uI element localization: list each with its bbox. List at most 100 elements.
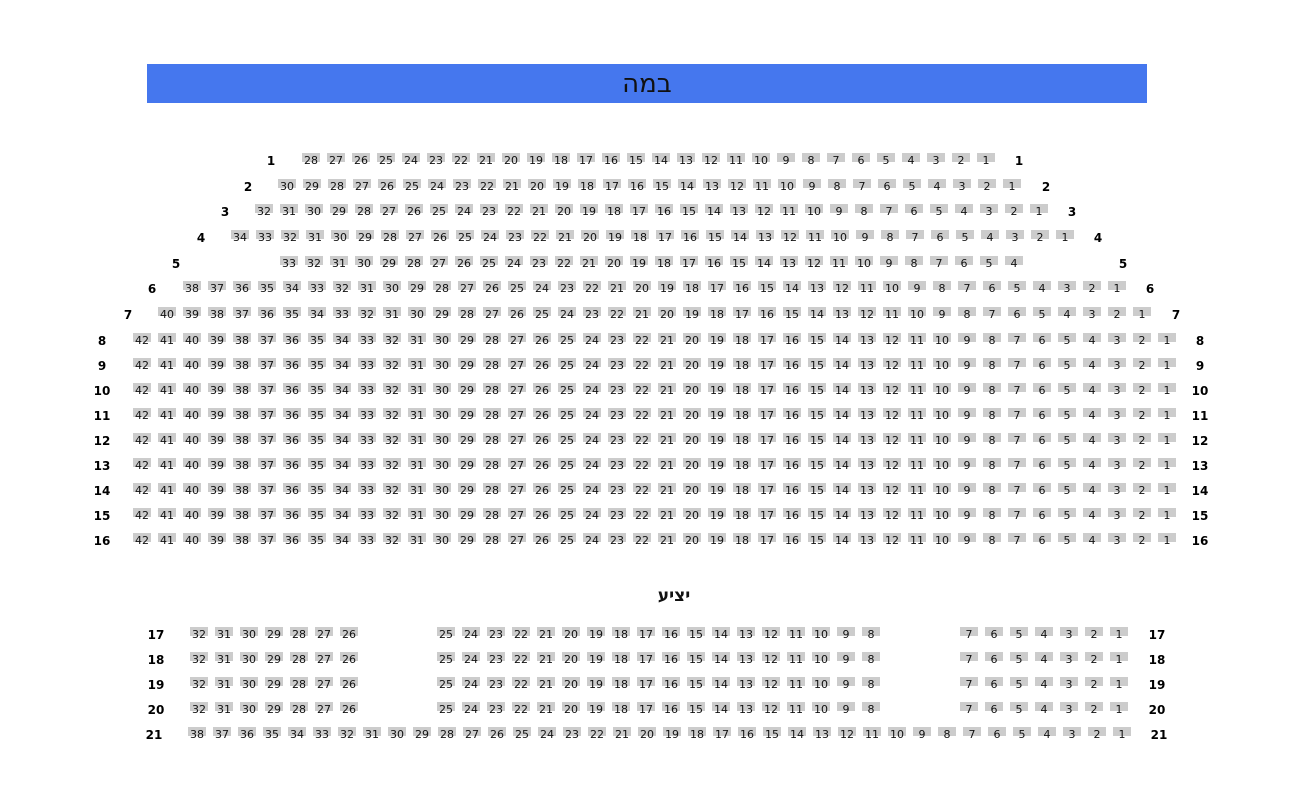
seat[interactable]: 38	[233, 358, 251, 374]
seat[interactable]: 26	[340, 627, 358, 643]
seat[interactable]: 30	[433, 483, 451, 499]
seat[interactable]: 38	[233, 383, 251, 399]
seat[interactable]: 27	[508, 383, 526, 399]
seat[interactable]: 16	[602, 153, 620, 169]
seat[interactable]: 28	[405, 256, 423, 272]
seat[interactable]: 14	[833, 508, 851, 524]
seat[interactable]: 33	[358, 533, 376, 549]
seat[interactable]: 12	[883, 408, 901, 424]
seat[interactable]: 26	[533, 408, 551, 424]
seat[interactable]: 36	[283, 383, 301, 399]
seat[interactable]: 33	[358, 358, 376, 374]
seat[interactable]: 9	[913, 727, 931, 743]
seat[interactable]: 16	[783, 458, 801, 474]
seat[interactable]: 4	[1083, 358, 1101, 374]
seat[interactable]: 25	[558, 433, 576, 449]
seat[interactable]: 29	[458, 358, 476, 374]
seat[interactable]: 15	[808, 408, 826, 424]
seat[interactable]: 2	[1108, 307, 1126, 323]
seat[interactable]: 17	[680, 256, 698, 272]
seat[interactable]: 26	[533, 433, 551, 449]
seat[interactable]: 24	[428, 179, 446, 195]
seat[interactable]: 23	[608, 383, 626, 399]
seat[interactable]: 14	[833, 358, 851, 374]
seat[interactable]: 13	[703, 179, 721, 195]
seat[interactable]: 12	[883, 533, 901, 549]
seat[interactable]: 20	[683, 358, 701, 374]
seat[interactable]: 11	[908, 508, 926, 524]
seat[interactable]: 11	[908, 358, 926, 374]
seat[interactable]: 7	[1008, 508, 1026, 524]
seat[interactable]: 5	[877, 153, 895, 169]
seat[interactable]: 18	[733, 458, 751, 474]
seat[interactable]: 1	[1158, 358, 1176, 374]
seat[interactable]: 15	[730, 256, 748, 272]
seat[interactable]: 20	[683, 508, 701, 524]
seat[interactable]: 32	[281, 230, 299, 246]
seat[interactable]: 10	[812, 627, 830, 643]
seat[interactable]: 15	[808, 533, 826, 549]
seat[interactable]: 30	[305, 204, 323, 220]
seat[interactable]: 10	[855, 256, 873, 272]
seat[interactable]: 16	[738, 727, 756, 743]
seat[interactable]: 32	[383, 483, 401, 499]
seat[interactable]: 25	[558, 333, 576, 349]
seat[interactable]: 20	[562, 702, 580, 718]
seat[interactable]: 30	[433, 458, 451, 474]
seat[interactable]: 4	[1083, 333, 1101, 349]
seat[interactable]: 31	[408, 483, 426, 499]
seat[interactable]: 1	[977, 153, 995, 169]
seat[interactable]: 22	[608, 307, 626, 323]
seat[interactable]: 2	[1133, 433, 1151, 449]
seat[interactable]: 27	[430, 256, 448, 272]
seat[interactable]: 21	[658, 508, 676, 524]
seat[interactable]: 36	[283, 508, 301, 524]
seat[interactable]: 2	[978, 179, 996, 195]
seat[interactable]: 2	[1133, 483, 1151, 499]
seat[interactable]: 1	[1158, 333, 1176, 349]
seat[interactable]: 22	[512, 702, 530, 718]
seat[interactable]: 21	[658, 483, 676, 499]
seat[interactable]: 18	[631, 230, 649, 246]
seat[interactable]: 24	[583, 508, 601, 524]
seat[interactable]: 9	[856, 230, 874, 246]
seat[interactable]: 4	[955, 204, 973, 220]
seat[interactable]: 35	[263, 727, 281, 743]
seat[interactable]: 4	[1083, 533, 1101, 549]
seat[interactable]: 14	[788, 727, 806, 743]
seat[interactable]: 18	[605, 204, 623, 220]
seat[interactable]: 3	[1006, 230, 1024, 246]
seat[interactable]: 3	[927, 153, 945, 169]
seat[interactable]: 17	[758, 483, 776, 499]
seat[interactable]: 20	[683, 408, 701, 424]
seat[interactable]: 21	[537, 702, 555, 718]
seat[interactable]: 10	[933, 458, 951, 474]
seat[interactable]: 22	[588, 727, 606, 743]
seat[interactable]: 1	[1110, 627, 1128, 643]
seat[interactable]: 21	[556, 230, 574, 246]
seat[interactable]: 5	[1010, 677, 1028, 693]
seat[interactable]: 40	[183, 433, 201, 449]
seat[interactable]: 25	[558, 383, 576, 399]
seat[interactable]: 33	[280, 256, 298, 272]
seat[interactable]: 21	[658, 383, 676, 399]
seat[interactable]: 14	[678, 179, 696, 195]
seat[interactable]: 24	[402, 153, 420, 169]
seat[interactable]: 33	[358, 408, 376, 424]
seat[interactable]: 28	[290, 677, 308, 693]
seat[interactable]: 27	[508, 483, 526, 499]
seat[interactable]: 13	[858, 508, 876, 524]
seat[interactable]: 12	[702, 153, 720, 169]
seat[interactable]: 23	[608, 483, 626, 499]
seat[interactable]: 17	[637, 702, 655, 718]
seat[interactable]: 20	[605, 256, 623, 272]
seat[interactable]: 13	[737, 652, 755, 668]
seat[interactable]: 36	[283, 358, 301, 374]
seat[interactable]: 1	[1030, 204, 1048, 220]
seat[interactable]: 31	[215, 627, 233, 643]
seat[interactable]: 20	[683, 383, 701, 399]
seat[interactable]: 15	[687, 677, 705, 693]
seat[interactable]: 20	[658, 307, 676, 323]
seat[interactable]: 19	[708, 333, 726, 349]
seat[interactable]: 35	[308, 333, 326, 349]
